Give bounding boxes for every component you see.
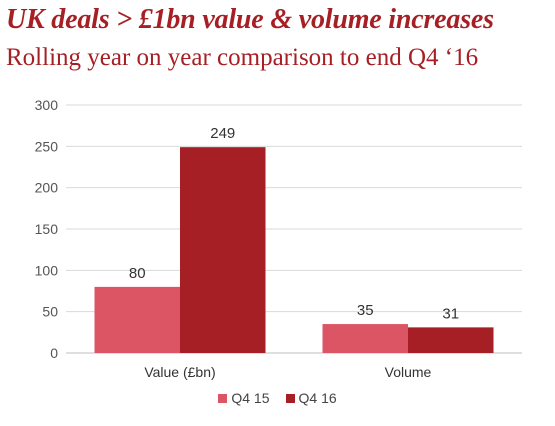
data-label: 35 [357,302,374,319]
bar [94,286,180,353]
bar [180,147,266,353]
y-tick-label: 200 [35,180,59,196]
legend-label-q4-16: Q4 16 [298,390,337,406]
legend: Q4 15 Q4 16 [0,390,555,406]
legend-label-q4-15: Q4 15 [231,390,270,406]
x-tick-label: Value (£bn) [144,364,215,380]
y-tick-label: 300 [35,97,59,113]
chart-title: UK deals > £1bn value & volume increases [6,4,494,35]
data-label: 249 [210,125,235,142]
legend-swatch-q4-15 [218,393,228,403]
y-tick-label: 150 [35,221,59,237]
y-tick-label: 50 [42,304,58,320]
legend-item-q4-16: Q4 16 [285,390,337,406]
bar [322,324,408,353]
legend-item-q4-15: Q4 15 [218,390,270,406]
legend-swatch-q4-16 [285,393,295,403]
chart-subtitle: Rolling year on year comparison to end Q… [6,44,479,71]
data-label: 80 [129,265,146,282]
y-tick-label: 100 [35,262,59,278]
data-label: 31 [442,305,459,322]
bar [408,327,494,353]
y-tick-label: 0 [50,345,58,361]
x-tick-label: Volume [385,364,432,380]
y-tick-label: 250 [35,138,59,154]
